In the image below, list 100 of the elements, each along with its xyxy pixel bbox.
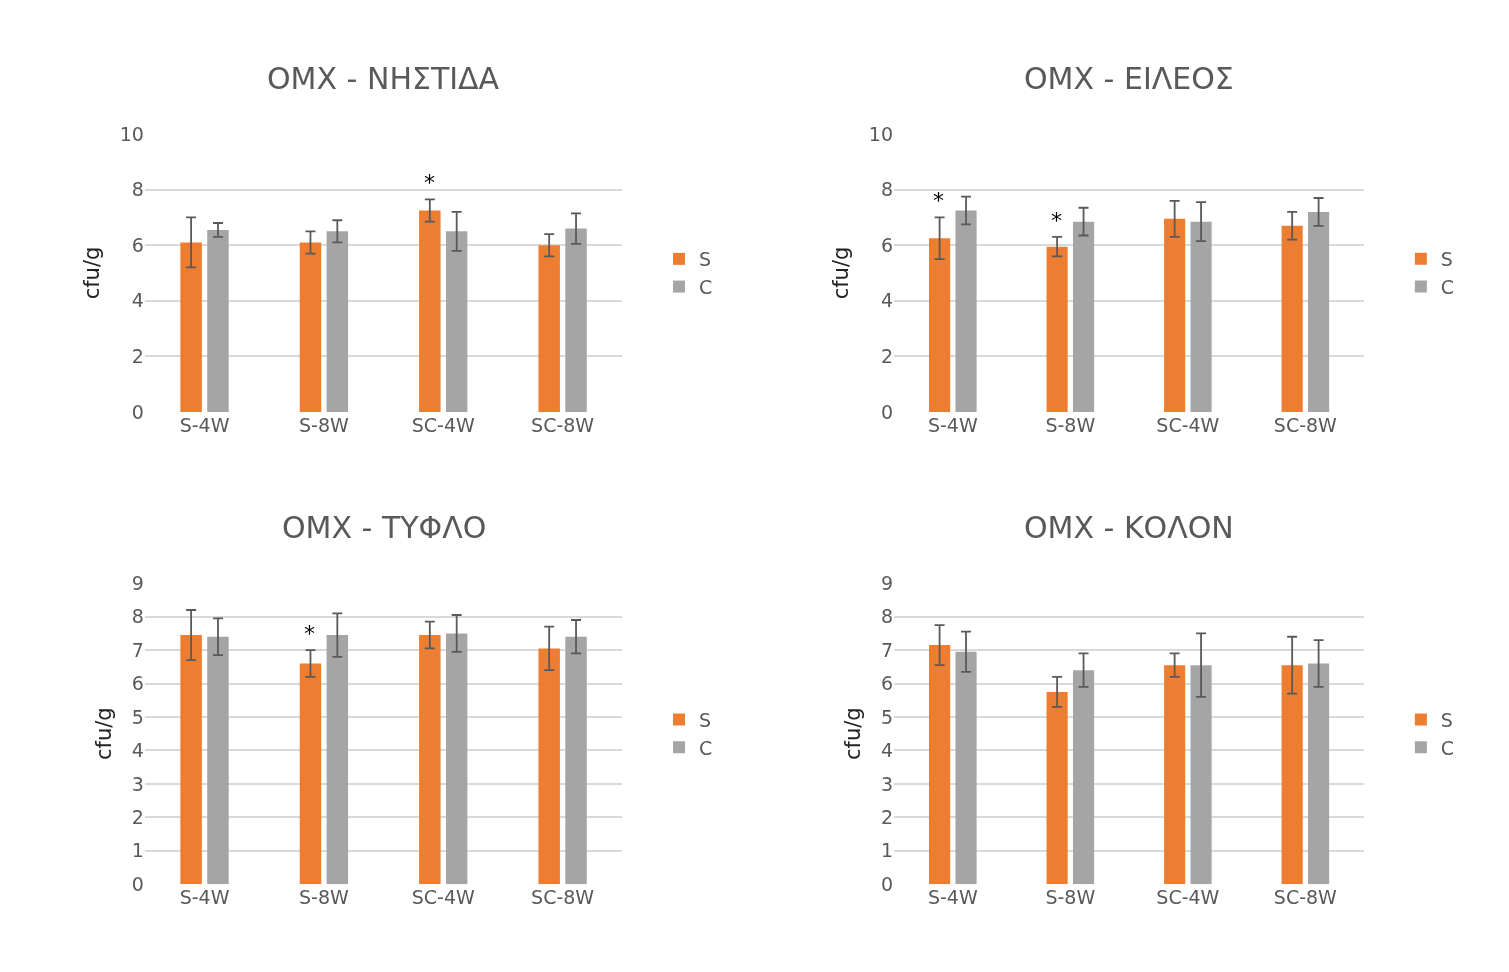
legend-label: C: [699, 275, 713, 298]
y-tick-label: 10: [119, 122, 144, 145]
bar: [419, 210, 441, 412]
chart-title: OMX - ΝΗΣΤΙΔΑ: [267, 61, 500, 96]
annotation: *: [304, 621, 315, 646]
bar: [565, 228, 587, 412]
bar: [445, 231, 468, 412]
y-tick-label: 8: [880, 605, 894, 628]
y-tick-label: 8: [131, 178, 144, 201]
y-tick-label: 5: [131, 705, 144, 728]
bar: [1281, 225, 1303, 412]
x-tick-label: SC-4W: [411, 413, 475, 436]
y-tick-label: 1: [131, 839, 144, 862]
bar: [1190, 665, 1212, 885]
bar: [538, 245, 560, 412]
y-tick-label: 0: [131, 872, 144, 895]
y-tick-label: 1: [880, 839, 894, 862]
chart-title: OMX - ΚΟΛΟΝ: [1024, 510, 1234, 545]
y-tick-label: 9: [131, 571, 144, 594]
y-tick-label: 2: [131, 805, 144, 828]
y-tick-label: 0: [131, 400, 144, 423]
y-tick-label: 5: [880, 705, 894, 728]
x-tick-label: SC-4W: [1156, 413, 1220, 436]
x-tick-label: S-8W: [1045, 886, 1096, 909]
bar: [299, 242, 322, 412]
bar: [299, 663, 322, 885]
bar: [929, 645, 951, 885]
legend-label: C: [1440, 736, 1455, 759]
y-tick-label: 4: [131, 739, 144, 762]
x-tick-label: S-8W: [1045, 413, 1096, 436]
y-tick-label: 4: [131, 289, 144, 312]
y-tick-label: 2: [880, 805, 894, 828]
y-tick-label: 3: [880, 772, 894, 795]
chart-title: OMX - ΕΙΛΕΟΣ: [1024, 61, 1234, 96]
y-tick-label: 8: [131, 605, 144, 628]
annotation: *: [1051, 208, 1062, 233]
x-tick-label: SC-4W: [411, 886, 475, 909]
y-axis-title: cfu/g: [79, 246, 104, 300]
y-tick-label: 6: [131, 672, 144, 695]
y-tick-label: 6: [880, 672, 894, 695]
bar: [180, 242, 202, 412]
bar: [1190, 221, 1212, 412]
x-tick-label: S-4W: [179, 413, 230, 436]
legend-label: S: [1440, 708, 1453, 731]
legend-label: C: [699, 736, 713, 759]
y-tick-label: 0: [880, 872, 894, 895]
bar: [1046, 246, 1068, 412]
bar: [1308, 211, 1330, 412]
bar: [326, 635, 349, 885]
bar: [1072, 221, 1095, 412]
y-tick-label: 3: [131, 772, 144, 795]
bar: [1072, 670, 1095, 885]
bar: [1308, 663, 1330, 885]
y-tick-label: 0: [880, 400, 894, 423]
y-tick-label: 2: [131, 345, 144, 368]
x-tick-label: S-8W: [299, 413, 349, 436]
y-axis-title: cfu/g: [829, 246, 854, 300]
y-tick-label: 6: [131, 233, 144, 256]
bar: [326, 231, 349, 412]
bar: [929, 238, 951, 412]
x-tick-label: SC-8W: [531, 413, 595, 436]
y-tick-label: 4: [880, 739, 894, 762]
chart-title: OMX - ΤΥΦΛΟ: [282, 510, 487, 545]
bar: [207, 636, 229, 885]
bar: [419, 635, 441, 885]
bar: [207, 229, 229, 412]
y-tick-label: 9: [880, 571, 894, 594]
bar: [1281, 665, 1303, 885]
bar: [1164, 665, 1186, 885]
x-tick-label: S-4W: [927, 413, 978, 436]
x-tick-label: SC-8W: [1273, 413, 1338, 436]
y-tick-label: 2: [880, 345, 894, 368]
annotation: *: [933, 188, 944, 213]
bar: [180, 635, 202, 885]
legend-label: C: [1440, 275, 1455, 298]
x-tick-label: S-4W: [179, 886, 230, 909]
bar: [565, 636, 587, 885]
bar: [1164, 218, 1186, 412]
legend-label: S: [1440, 248, 1453, 271]
y-axis-title: cfu/g: [91, 707, 116, 761]
legend-label: S: [699, 248, 712, 271]
x-tick-label: S-4W: [927, 886, 978, 909]
y-tick-label: 8: [880, 178, 894, 201]
x-tick-label: SC-8W: [1273, 886, 1338, 909]
bar: [445, 633, 468, 885]
bar: [538, 648, 560, 885]
annotation: *: [424, 170, 435, 195]
y-axis-title: cfu/g: [841, 707, 866, 761]
bar: [955, 210, 977, 412]
y-tick-label: 7: [880, 638, 894, 661]
x-tick-label: S-8W: [299, 886, 349, 909]
bar: [955, 651, 977, 885]
y-tick-label: 10: [868, 122, 894, 145]
y-tick-label: 6: [880, 233, 894, 256]
x-tick-label: SC-4W: [1156, 886, 1220, 909]
x-tick-label: SC-8W: [531, 886, 595, 909]
y-tick-label: 4: [880, 289, 894, 312]
y-tick-label: 7: [131, 638, 144, 661]
legend-label: S: [699, 708, 712, 731]
bar: [1046, 691, 1068, 885]
